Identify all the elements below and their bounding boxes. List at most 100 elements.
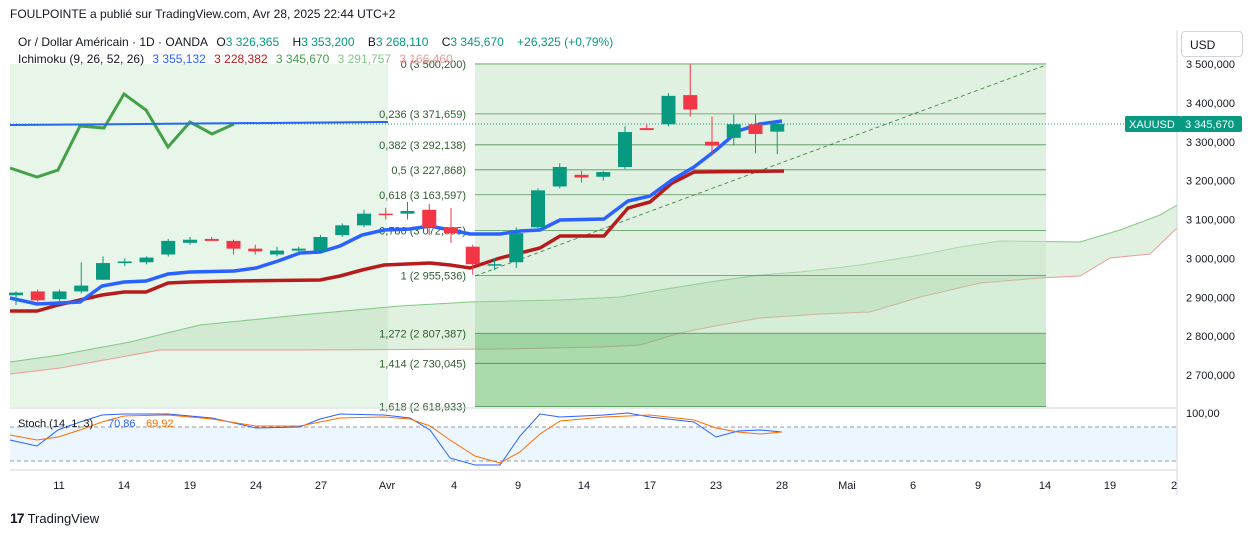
candle-body — [509, 233, 524, 263]
close-value: 3 345,670 — [450, 35, 504, 49]
fib-zone-lower — [475, 333, 1046, 407]
date-axis-label: 9 — [975, 480, 981, 492]
candle-body — [705, 141, 719, 146]
tenkan-sen — [9, 119, 783, 306]
candle-body — [596, 172, 611, 177]
close-label: C — [441, 35, 451, 49]
axes: 3 500,000 3 400,000 3 300,000 3 200,000 3 10… — [10, 30, 1242, 495]
ichimoku-legend: Ichimoku (9, 26, 52, 26) 3 355,132 3 228… — [18, 52, 458, 66]
candle-body — [139, 257, 154, 263]
candle-body — [661, 95, 676, 125]
fib-label: 0 (3 500,200) — [401, 59, 466, 71]
candle-body — [748, 124, 763, 134]
price-axis-label: 3 200,000 — [1186, 176, 1235, 188]
price-axis-label: 3 400,000 — [1186, 98, 1235, 110]
stoch-d-line — [9, 414, 783, 464]
open-value: 3 326,365 — [225, 35, 280, 49]
candle-body — [52, 291, 67, 300]
high-label: H — [292, 35, 302, 49]
senkou-span-b — [9, 227, 1178, 375]
price-axis-label: 3 100,000 — [1186, 215, 1235, 227]
candle-body — [444, 227, 458, 234]
candle-body — [574, 174, 589, 178]
fib-label: 1 (2 955,536) — [401, 271, 466, 283]
date-axis-label: 19 — [1104, 480, 1116, 492]
fib-label: 0,236 (3 371,659) — [379, 109, 466, 121]
candles — [9, 64, 1177, 306]
candle-body — [96, 263, 110, 280]
kijun-sen — [10, 169, 785, 313]
open-label: O — [216, 35, 226, 49]
candle-body — [30, 291, 45, 301]
date-axis-label: Avr — [379, 480, 396, 492]
candle-body — [248, 248, 263, 252]
date-axis-label: 27 — [315, 480, 327, 492]
date-axis-label: 14 — [118, 480, 130, 492]
ichimoku-label[interactable]: Ichimoku (9, 26, 52, 26) — [18, 52, 145, 66]
candle-body — [618, 132, 632, 168]
kijun-value: 3 228,382 — [214, 52, 268, 66]
price-badge-value: 3 345,670 — [1185, 119, 1234, 131]
candle-body — [422, 209, 437, 228]
senkou-span-a — [9, 204, 1178, 363]
tenkan-value: 3 355,132 — [152, 52, 206, 66]
stoch-d-value: 69,92 — [146, 418, 174, 430]
candle-body — [357, 213, 371, 226]
candle-body — [335, 225, 350, 236]
candle-body — [291, 248, 306, 251]
price-axis-label: 2 700,000 — [1186, 370, 1235, 382]
senkou-b-value: 3 166,460 — [399, 52, 453, 66]
fib-label: 0,382 (3 292,138) — [379, 140, 466, 152]
currency-button[interactable]: USD — [1181, 31, 1243, 57]
date-axis-label: 14 — [1039, 480, 1051, 492]
date-axis-label: 28 — [776, 480, 788, 492]
fib-label: 0,5 (3 227,868) — [391, 165, 466, 177]
low-value: 3 268,110 — [375, 35, 429, 49]
candle-body — [204, 238, 219, 241]
brand-name: TradingView — [27, 510, 100, 526]
price-axis-label: 3 000,000 — [1186, 253, 1235, 265]
candle-body — [531, 190, 545, 228]
low-label: B — [367, 35, 376, 49]
candle-body — [726, 124, 741, 138]
symbol-title[interactable]: Or / Dollar Américain · 1D · OANDA — [18, 35, 209, 49]
candle-body — [313, 236, 328, 251]
date-axis-label: 19 — [184, 480, 196, 492]
date-axis-label: 24 — [250, 480, 262, 492]
price-axis-label: 3 500,000 — [1186, 59, 1235, 71]
ticker-badge — [1125, 115, 1181, 132]
change-value: +26,325 (+0,79%) — [517, 35, 614, 49]
candle-body — [270, 250, 284, 255]
date-axis-label: 4 — [451, 480, 457, 492]
ichimoku-lines — [9, 91, 785, 313]
date-axis-label: 11 — [53, 480, 64, 492]
tradingview-logo[interactable]: 17 TradingView — [10, 510, 99, 526]
tradingview-logo-icon: 17 — [10, 510, 25, 526]
date-axis-label: 23 — [710, 480, 722, 492]
stoch-k-line — [9, 412, 783, 466]
date-axis-label: 6 — [910, 480, 916, 492]
fib-zone-mid — [475, 275, 1046, 334]
fibonacci-retracement: 0 (3 500,200) 0,236 (3 371,659) 0,382 (3 2… — [379, 59, 1047, 414]
candle-body — [639, 128, 654, 131]
chikou-span — [9, 91, 235, 179]
stoch-axis-label: 100,00 — [1186, 408, 1220, 420]
high-value: 3 353,200 — [301, 35, 355, 49]
price-badge — [1180, 115, 1242, 132]
candle-body — [683, 95, 698, 110]
date-axis-label: 9 — [515, 480, 521, 492]
stoch-label: Stoch (14, 1, 3) — [18, 418, 93, 430]
stoch-k-value: 70,86 — [108, 418, 136, 430]
fib-label: 0,618 (3 163,597) — [379, 190, 466, 202]
price-axis-label: 2 800,000 — [1186, 331, 1235, 343]
candle-body — [117, 261, 132, 264]
candle-body — [487, 264, 502, 266]
chikou-value: 3 345,670 — [275, 52, 330, 66]
candle-body — [161, 240, 176, 255]
candle-body — [770, 123, 785, 132]
candle-body — [400, 210, 415, 214]
date-axis-label: Mai — [838, 480, 856, 492]
price-axis-label: 2 900,000 — [1186, 292, 1235, 304]
candle-body — [552, 167, 567, 187]
